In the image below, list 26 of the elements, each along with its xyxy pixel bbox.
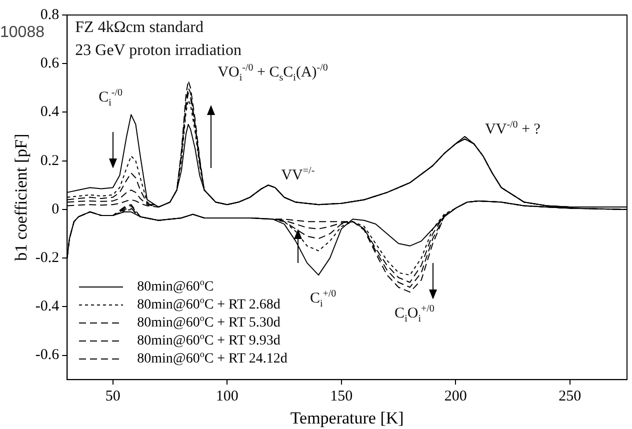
legend-label: 80min@60$^{o}$C bbox=[137, 277, 214, 296]
annotation: FZ 4kΩcm standard bbox=[75, 19, 204, 37]
x-tick-label: 150 bbox=[330, 388, 353, 405]
y-tick-label: 0.2 bbox=[40, 152, 60, 169]
y-tick-label: 0.8 bbox=[40, 6, 60, 23]
annotation: VV$^{=/-}$ bbox=[281, 166, 315, 185]
text: VO$_{i}$$^{-/0}$ + C$_{s}$C$_{i}$(A)$^{-/0}$ bbox=[218, 62, 328, 84]
x-tick-label: 250 bbox=[558, 388, 582, 405]
legend-label: 80min@60$^{o}$C + RT 5.30d bbox=[137, 313, 280, 332]
y-tick-label: -0.6 bbox=[35, 347, 60, 364]
y-tick-label: 0.4 bbox=[40, 104, 60, 120]
x-axis-title: Temperature [K] bbox=[290, 408, 404, 428]
annotation: 23 GeV proton irradiation bbox=[75, 42, 242, 60]
x-tick-label: 100 bbox=[216, 388, 238, 405]
y-tick-label: 0 bbox=[52, 201, 60, 218]
legend-label: 80min@60$^{o}$C + RT 2.68d bbox=[137, 295, 280, 314]
y-tick-label: 0.6 bbox=[40, 56, 60, 72]
legend-label: 80min@60$^{o}$C + RT 9.93d bbox=[137, 331, 280, 350]
text: 10088 bbox=[0, 24, 44, 42]
y-tick-label: -0.2 bbox=[35, 250, 60, 266]
y-tick-label: -0.4 bbox=[35, 298, 60, 315]
y-axis-title: b1 coefficient [pF] bbox=[12, 134, 31, 261]
annotation: VV$^{-/0}$ + ? bbox=[485, 120, 540, 139]
x-tick-label: 50 bbox=[105, 388, 120, 405]
x-tick-label: 200 bbox=[444, 388, 467, 405]
legend-label: 80min@60$^{o}$C + RT 24.12d bbox=[137, 349, 288, 368]
